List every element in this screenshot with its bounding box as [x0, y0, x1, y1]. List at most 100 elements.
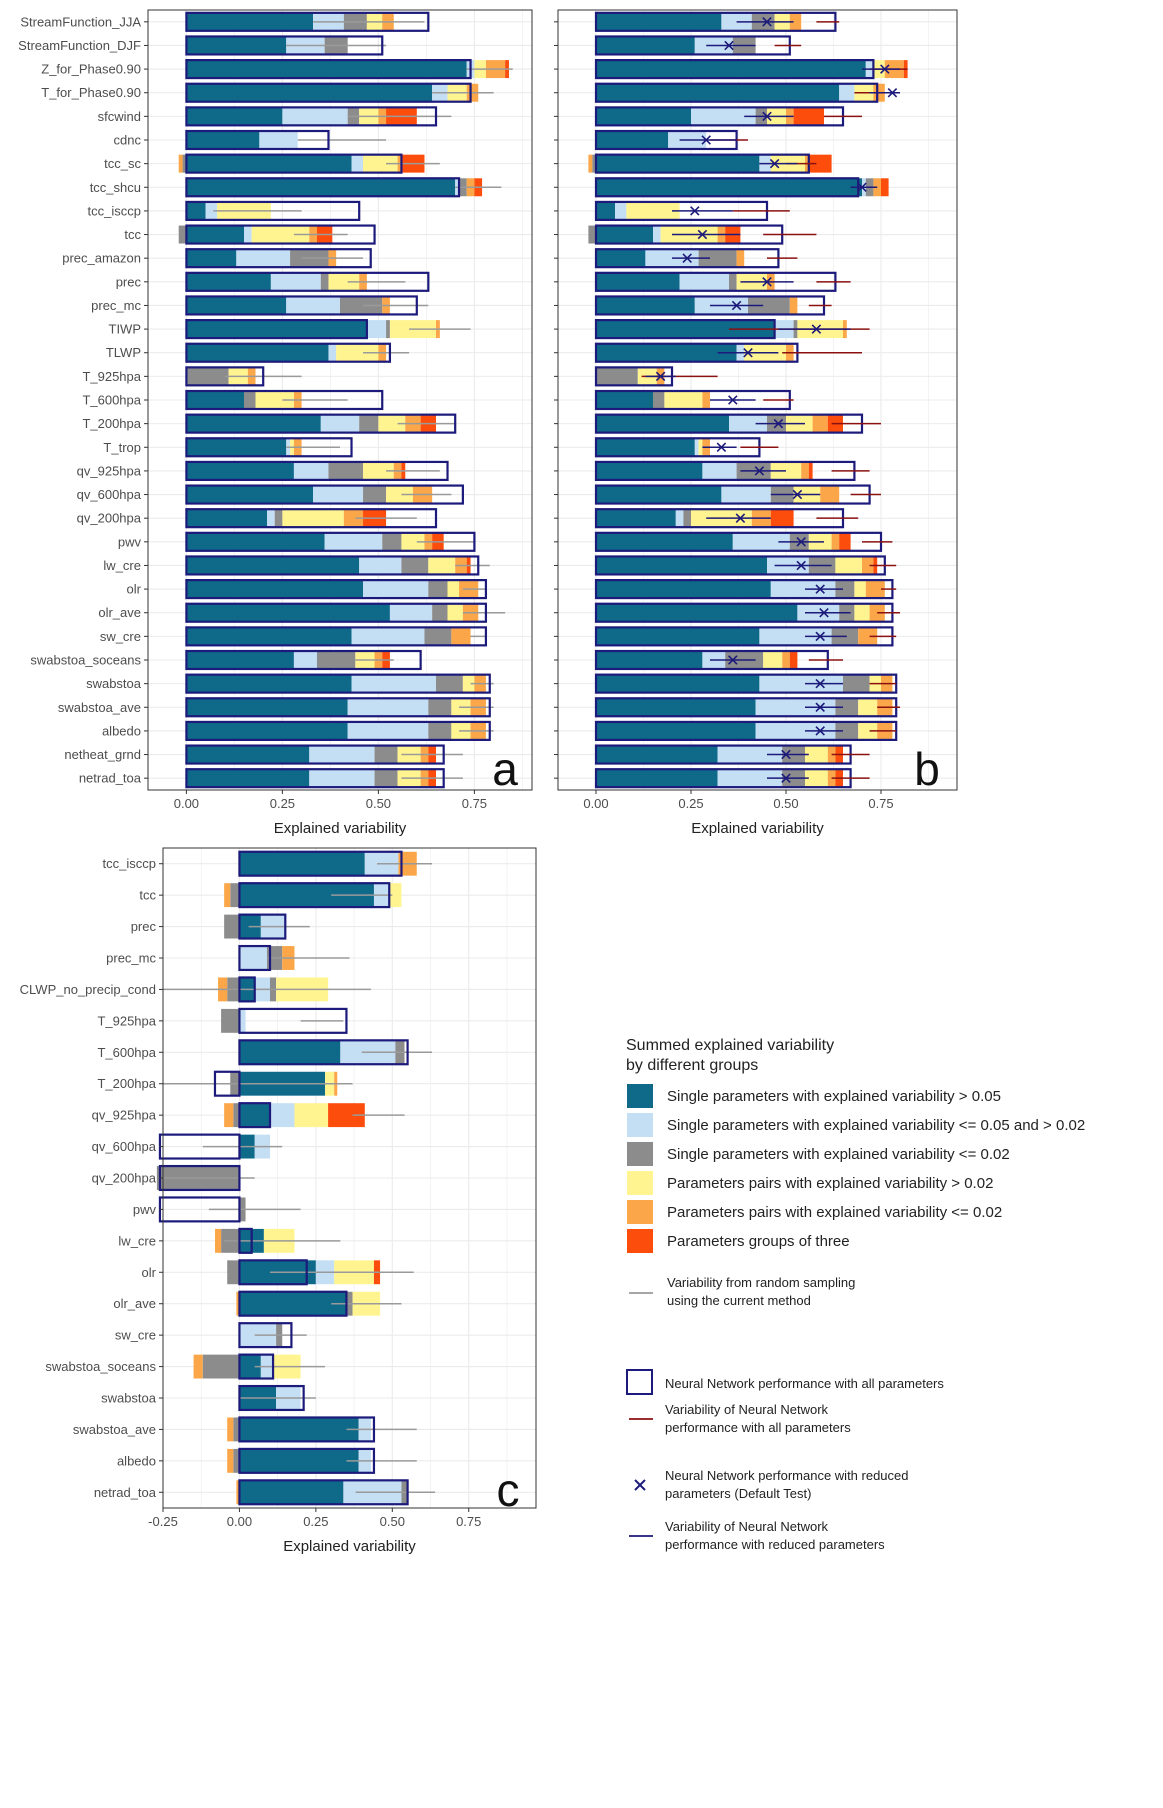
- nn-all-box: [185, 224, 376, 245]
- legend-nn-reduced-var-label: Variability of Neural Network: [665, 1519, 829, 1534]
- bar-row: [596, 745, 843, 764]
- legend-title: by different groups: [626, 1057, 758, 1074]
- bar-segment: [386, 320, 390, 339]
- x-tick-label: 0.00: [227, 1514, 252, 1529]
- bar-segment: [596, 343, 737, 362]
- bar-row: [596, 698, 893, 717]
- bar-segment: [401, 532, 425, 551]
- bar-segment: [239, 946, 267, 970]
- nn-all-box: [185, 319, 368, 340]
- nn-reduced-marker: [762, 277, 772, 287]
- legend-item-label: Single parameters with explained variabi…: [667, 1117, 1085, 1134]
- bar-row: [186, 745, 436, 764]
- bar-segment: [186, 320, 367, 339]
- panel-letter: b: [914, 743, 940, 795]
- nn-all-box: [185, 248, 372, 269]
- y-tick-label: T_925hpa: [82, 369, 141, 384]
- y-tick-label: olr: [127, 582, 142, 597]
- nn-reduced-marker: [754, 466, 765, 476]
- bar-row: [596, 201, 680, 220]
- bar-segment: [186, 485, 314, 504]
- bar-segment-negative: [214, 1228, 222, 1253]
- y-tick-label: pwv: [133, 1202, 157, 1217]
- bar-segment: [805, 745, 828, 764]
- nn-reduced-marker: [655, 371, 666, 382]
- bar-segment: [239, 1417, 359, 1442]
- nn-all-box: [238, 882, 391, 909]
- bar-segment: [239, 1354, 261, 1379]
- nn-reduced-marker: [796, 537, 806, 547]
- bar-segment: [363, 580, 429, 599]
- nn-all-box: [185, 555, 480, 576]
- nn-reduced-marker: [701, 135, 711, 145]
- legend-sampling-label: Variability from random sampling: [667, 1275, 855, 1290]
- legend-swatch: [627, 1084, 653, 1108]
- x-axis-title: Explained variability: [283, 1538, 416, 1555]
- bar-segment: [759, 627, 832, 646]
- nn-all-box: [185, 35, 384, 56]
- bar-segment: [320, 272, 329, 291]
- bar-segment: [596, 721, 756, 740]
- bar-segment: [186, 391, 244, 409]
- bar-segment: [186, 651, 294, 669]
- y-tick-label: qv_925hpa: [92, 1108, 157, 1123]
- bar-row: [596, 651, 798, 669]
- bar-segment: [596, 320, 775, 339]
- bar-segment: [309, 769, 375, 788]
- bar-segment: [428, 698, 452, 717]
- bar-segment: [286, 296, 340, 315]
- nn-reduced-marker: [690, 206, 700, 216]
- bar-segment: [186, 178, 456, 197]
- bar-segment: [309, 745, 375, 764]
- y-tick-label: prec: [131, 919, 157, 934]
- bar-segment: [313, 485, 364, 504]
- bar-segment-negative: [588, 225, 596, 244]
- bar-segment: [366, 320, 387, 339]
- y-tick-label: TLWP: [106, 345, 141, 360]
- bar-row: [186, 131, 298, 149]
- bar-row: [186, 509, 387, 528]
- bar-row: [221, 1008, 246, 1033]
- y-tick-label: tcc_isccp: [103, 856, 156, 871]
- bar-segment-negative: [227, 1417, 234, 1442]
- bar-segment: [596, 485, 722, 504]
- bar-segment: [186, 769, 310, 788]
- y-tick-label: sw_cre: [115, 1328, 156, 1343]
- nn-all-box: [185, 437, 353, 458]
- legend-swatch: [627, 1113, 653, 1137]
- bar-segment: [282, 107, 348, 126]
- nn-all-box: [185, 697, 491, 718]
- bar-segment: [755, 698, 836, 717]
- bar-row: [186, 769, 436, 788]
- bar-segment: [596, 83, 840, 102]
- bar-segment-negative: [202, 1354, 240, 1379]
- bar-segment: [374, 745, 398, 764]
- bar-row: [596, 272, 775, 291]
- y-tick-label: qv_200hpa: [77, 511, 142, 526]
- bar-segment: [270, 272, 321, 291]
- legend-nn-all-box: [626, 1369, 653, 1395]
- bar-segment: [736, 249, 745, 268]
- nn-all-box: [238, 1039, 409, 1066]
- bar-segment: [596, 367, 638, 386]
- bar-segment: [698, 249, 737, 268]
- bar-segment-negative: [227, 1260, 240, 1285]
- nn-all-box: [185, 153, 403, 174]
- panel-b: 0.00 0.25 0.50 0.75 Explained variability b: [554, 9, 958, 837]
- bar-segment: [186, 556, 360, 575]
- bar-segment: [186, 414, 321, 433]
- bar-segment: [820, 485, 840, 504]
- nn-all-box: [185, 579, 488, 600]
- nn-reduced-marker: [724, 40, 734, 51]
- bar-segment: [186, 627, 352, 646]
- bar-segment: [596, 580, 771, 599]
- bar-segment: [186, 721, 348, 740]
- bar-segment: [596, 414, 729, 433]
- bar-segment-negative: [227, 1448, 234, 1473]
- bar-segment: [858, 721, 878, 740]
- nn-reduced-marker: [773, 418, 784, 429]
- bar-segment: [428, 556, 456, 575]
- bar-segment: [340, 296, 383, 315]
- bar-segment: [363, 461, 394, 480]
- bar-row: [596, 60, 908, 79]
